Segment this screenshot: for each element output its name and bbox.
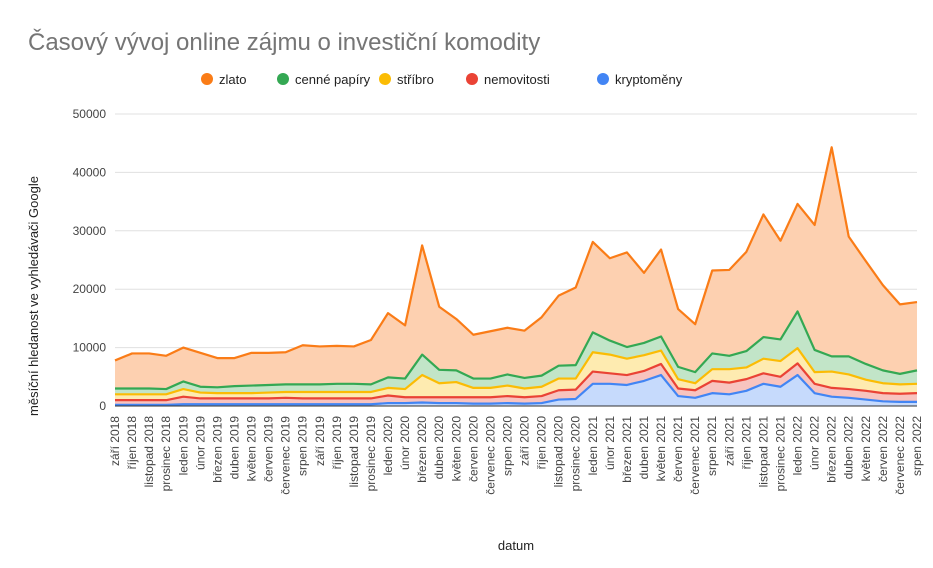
x-tick-label: září 2018 [108, 416, 122, 466]
series-nemovitosti-line [115, 362, 918, 402]
y-tick-label: 30000 [73, 224, 107, 238]
x-tick-label: říjen 2019 [330, 416, 344, 470]
x-tick-label: duben 2019 [227, 416, 241, 480]
x-tick-label: listopad 2020 [552, 416, 566, 488]
x-tick-label: leden 2020 [381, 416, 395, 476]
x-tick-label: červenec 2021 [688, 416, 702, 495]
x-tick-label: červenec 2022 [893, 416, 907, 495]
series-stříbro-line [115, 347, 918, 396]
x-tick-label: květen 2022 [859, 416, 873, 482]
x-tick-label: listopad 2019 [347, 416, 361, 488]
y-tick-label: 50000 [73, 107, 107, 121]
x-tick-label: září 2019 [313, 416, 327, 466]
y-tick-label: 20000 [73, 282, 107, 296]
x-tick-label: srpen 2021 [705, 416, 719, 476]
x-tick-label: červenec 2019 [279, 416, 293, 495]
x-tick-label: srpen 2022 [910, 416, 924, 476]
x-tick-label: září 2020 [518, 416, 532, 466]
x-tick-label: červen 2020 [466, 416, 480, 482]
series-zlato-area [115, 147, 917, 390]
x-tick-label: prosinec 2020 [569, 416, 583, 492]
x-tick-label: březen 2021 [620, 416, 634, 483]
x-tick-label: únor 2020 [398, 416, 412, 470]
x-tick-label: březen 2022 [825, 416, 839, 483]
x-tick-label: červen 2019 [262, 416, 276, 482]
x-axis-ticks: září 2018 říjen 2018 listopad 2018 prosinec… [108, 416, 924, 495]
series-nemovitosti-area [115, 363, 917, 405]
series-cenné-papíry-line [115, 310, 918, 391]
y-tick-label: 40000 [73, 165, 107, 179]
y-tick-label: 0 [99, 399, 106, 413]
series-zlato-line [114, 146, 918, 362]
x-tick-label: květen 2021 [654, 416, 668, 482]
x-tick-label: říjen 2021 [739, 416, 753, 470]
legend-label-zlato[interactable]: zlato [219, 72, 246, 87]
series-kryptoměny-area [115, 375, 917, 406]
x-tick-label: listopad 2018 [142, 416, 156, 488]
x-tick-label: červenec 2020 [483, 416, 497, 495]
y-tick-label: 10000 [73, 341, 107, 355]
legend-label-nemovitosti[interactable]: nemovitosti [484, 72, 550, 87]
legend[interactable]: zlato cenné papíry stříbro nemovitosti krypt… [201, 72, 683, 87]
x-tick-label: srpen 2020 [500, 416, 514, 476]
x-tick-label: říjen 2020 [535, 416, 549, 470]
x-tick-label: duben 2020 [432, 416, 446, 480]
x-tick-label: duben 2022 [842, 416, 856, 480]
x-tick-label: březen 2020 [415, 416, 429, 483]
y-axis-label: měsíční hledanost ve vyhledávači Google [26, 176, 41, 416]
x-tick-label: prosinec 2019 [364, 416, 378, 492]
x-tick-label: leden 2022 [791, 416, 805, 476]
legend-label-cenné-papíry[interactable]: cenné papíry [295, 72, 371, 87]
series-stříbro-area [115, 348, 917, 401]
x-tick-label: červen 2021 [671, 416, 685, 482]
x-tick-label: květen 2019 [245, 416, 259, 482]
plot-lines [114, 146, 918, 406]
x-tick-label: září 2021 [722, 416, 736, 466]
x-tick-label: květen 2020 [449, 416, 463, 482]
x-tick-label: leden 2021 [586, 416, 600, 476]
x-tick-label: červen 2022 [876, 416, 890, 482]
legend-label-kryptoměny[interactable]: kryptoměny [615, 72, 683, 87]
x-tick-label: duben 2021 [637, 416, 651, 480]
legend-swatch-nemovitosti [466, 73, 478, 85]
legend-swatch-stříbro [379, 73, 391, 85]
x-tick-label: říjen 2018 [125, 416, 139, 470]
x-tick-label: listopad 2021 [756, 416, 770, 488]
chart-title: Časový vývoj online zájmu o investiční k… [28, 28, 540, 56]
legend-swatch-kryptoměny [597, 73, 609, 85]
plot-areas [115, 147, 917, 406]
x-tick-label: srpen 2019 [296, 416, 310, 476]
x-tick-label: prosinec 2021 [773, 416, 787, 492]
y-axis-ticks: 0 10000 20000 30000 40000 50000 [73, 107, 107, 413]
x-tick-label: leden 2019 [176, 416, 190, 476]
legend-label-stříbro[interactable]: stříbro [397, 72, 434, 87]
x-tick-label: únor 2021 [603, 416, 617, 470]
legend-swatch-cenné-papíry [277, 73, 289, 85]
x-tick-label: prosinec 2018 [159, 416, 173, 492]
legend-swatch-zlato [201, 73, 213, 85]
series-kryptoměny-line [115, 373, 917, 406]
x-axis-label: datum [498, 538, 534, 553]
x-tick-label: březen 2019 [210, 416, 224, 483]
x-tick-label: únor 2022 [808, 416, 822, 470]
x-tick-label: únor 2019 [193, 416, 207, 470]
